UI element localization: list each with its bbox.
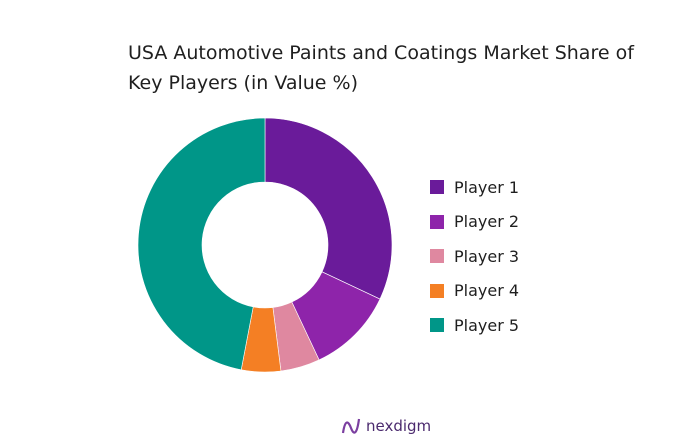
chart-title: USA Automotive Paints and Coatings Marke… [128,42,634,94]
legend-item: Player 2 [430,205,519,240]
slice-player-5 [137,117,266,371]
nexdigm-logo-icon [341,418,361,434]
legend-swatch [430,318,444,333]
legend-swatch [430,249,444,264]
nexdigm-logo: nexdigm [340,416,431,436]
legend-item: Player 4 [430,274,519,309]
legend-item: Player 1 [430,170,519,205]
legend-swatch [430,180,444,195]
logo-text: nexdigm [366,417,432,435]
legend: Player 1 Player 2 Player 3 Player 4 Player 5 [430,170,519,343]
legend-label: Player 1 [454,177,520,197]
legend-label: Player 2 [454,212,520,232]
slice-player-1 [264,117,393,300]
legend-swatch [430,283,444,298]
legend-label: Player 3 [454,246,520,266]
legend-label: Player 5 [454,315,520,335]
legend-item: Player 3 [430,239,519,274]
legend-label: Player 4 [454,281,520,301]
legend-item: Player 5 [430,308,519,343]
legend-swatch [430,214,444,229]
